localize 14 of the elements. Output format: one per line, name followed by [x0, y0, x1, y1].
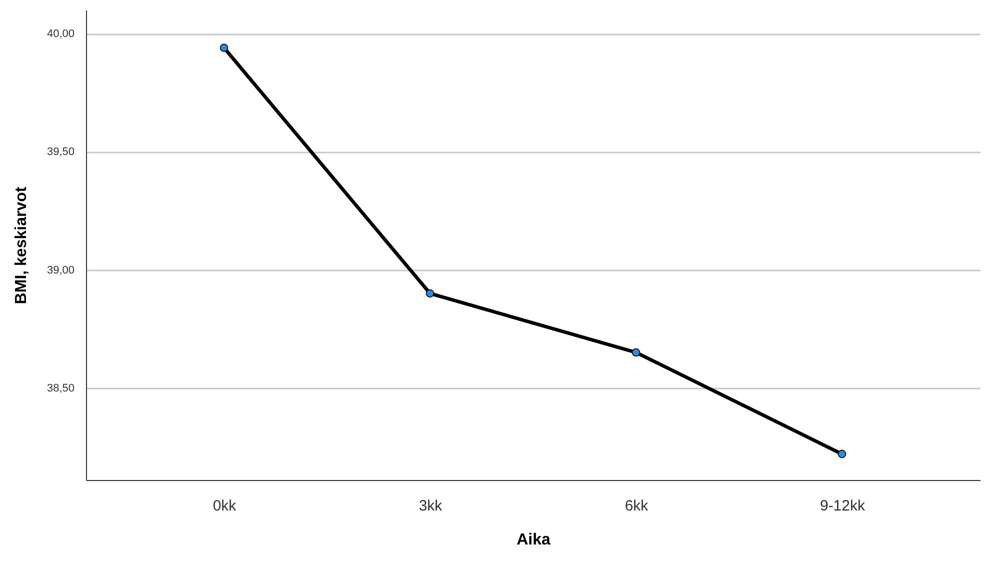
y-tick-label: 39,00 — [46, 264, 74, 276]
x-axis-title: Aika — [516, 532, 550, 548]
x-tick-label: 0kk — [212, 498, 237, 514]
point — [838, 450, 846, 458]
y-tick-label: 40,00 — [46, 28, 74, 40]
point — [632, 348, 640, 357]
y-tick-label: 39,50 — [46, 146, 74, 158]
y-axis-title: BMI, keskiarvot — [12, 186, 30, 304]
x-tick-label: 9-12kk — [820, 498, 866, 514]
y-tick-label: 38,50 — [46, 382, 74, 394]
point — [220, 44, 228, 52]
x-tick-label: 6kk — [624, 498, 649, 514]
point — [426, 289, 434, 298]
x-tick-label: 3kk — [418, 498, 443, 514]
